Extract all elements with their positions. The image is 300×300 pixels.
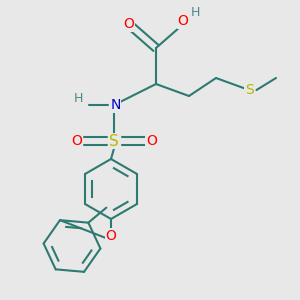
Text: H: H [73,92,83,106]
Text: N: N [110,98,121,112]
Text: O: O [71,134,82,148]
Text: O: O [124,17,134,31]
Text: H: H [190,5,200,19]
Text: O: O [146,134,157,148]
Text: S: S [109,134,119,148]
Text: S: S [244,83,253,97]
Text: O: O [178,14,188,28]
Text: O: O [106,229,116,242]
